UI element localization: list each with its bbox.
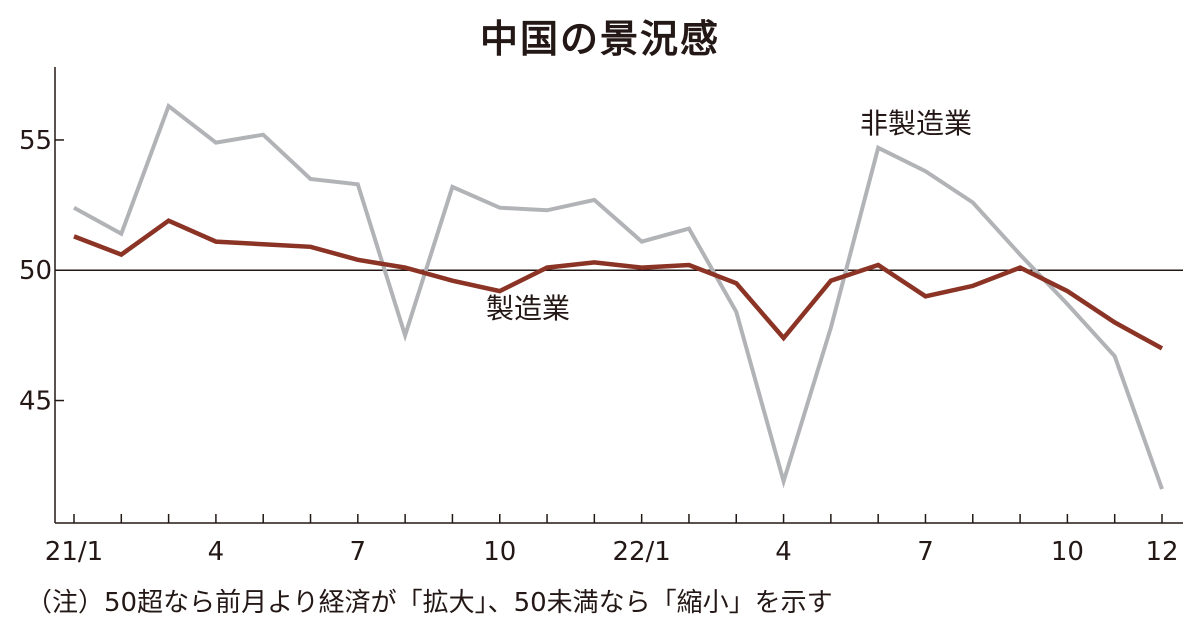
series-line-non-manufacturing: [73, 102, 1164, 490]
x-tick-label: 7: [917, 537, 934, 567]
y-tick-label: 50: [19, 256, 52, 286]
series-label-non-manufacturing: 非製造業: [860, 107, 972, 140]
y-tick-label: 45: [19, 387, 52, 417]
x-tick-label: 12: [1145, 537, 1178, 567]
y-tick-label: 55: [19, 126, 52, 156]
x-tick-label: 4: [775, 537, 792, 567]
x-tick-label: 10: [1051, 537, 1084, 567]
axes: 45 50 55 21/1 4 7 10 22/1 4 7 10 12: [19, 67, 1183, 567]
x-tick-label: 7: [350, 537, 367, 567]
x-tick-label: 10: [483, 537, 516, 567]
x-tick-label: 4: [208, 537, 225, 567]
series-layer: [73, 102, 1164, 490]
x-tick-label: 22/1: [612, 537, 670, 567]
series-label-manufacturing: 製造業: [486, 292, 570, 325]
chart-note: （注）50超なら前月より経済が「拡大」、50未満なら「縮小」を示す: [26, 588, 833, 618]
series-line-manufacturing: [73, 218, 1164, 351]
chart-title: 中国の景況感: [479, 17, 720, 61]
x-tick-label: 21/1: [45, 537, 103, 567]
